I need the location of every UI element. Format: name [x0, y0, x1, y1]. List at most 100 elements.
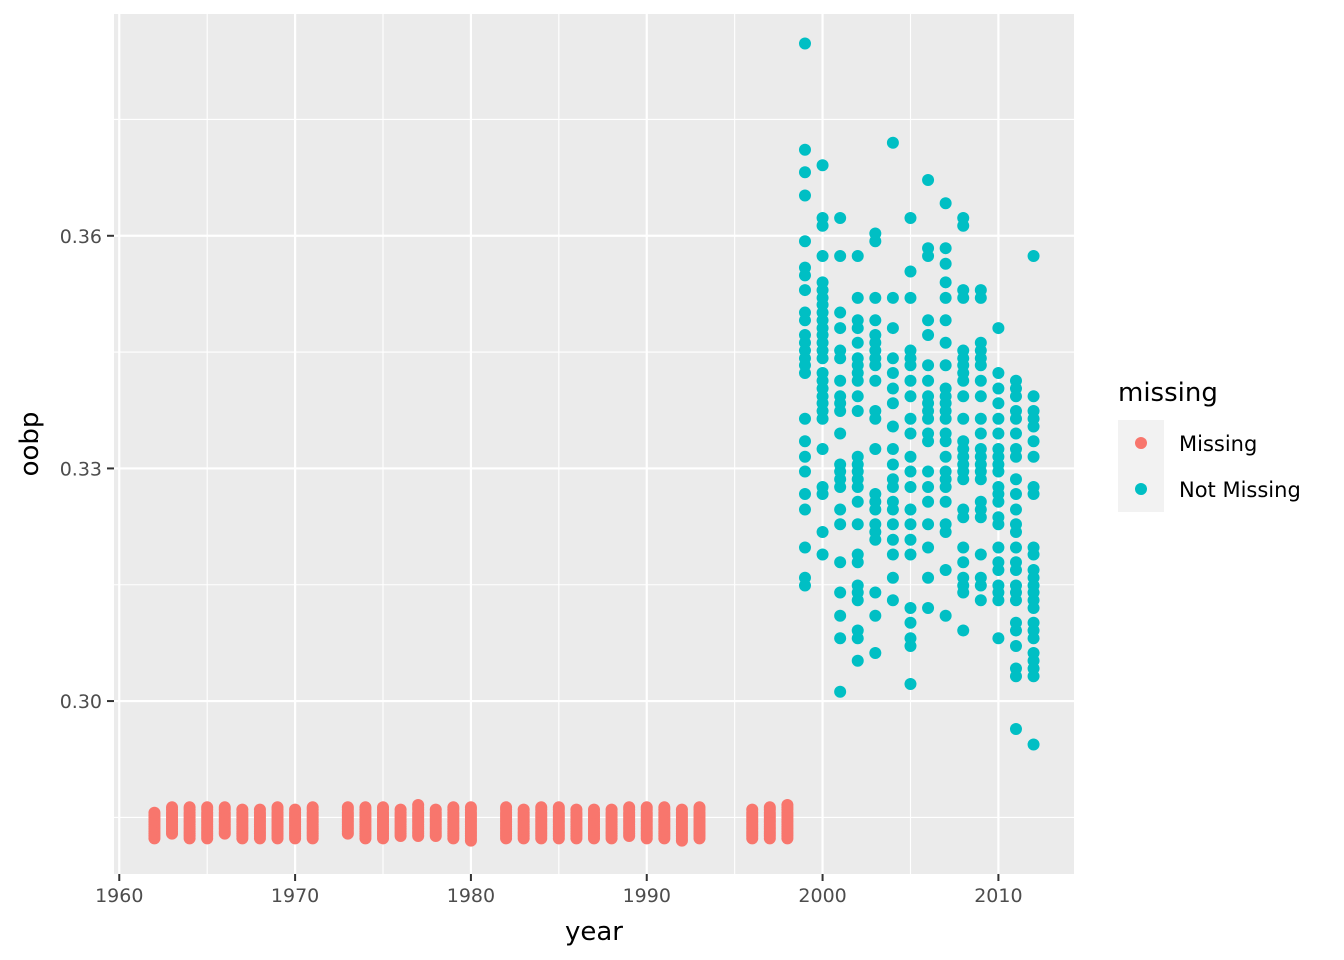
point-not-missing [1009, 640, 1022, 653]
point-not-missing [886, 481, 899, 494]
point-not-missing [904, 390, 917, 403]
point-not-missing [1009, 488, 1022, 501]
point-missing [183, 801, 196, 814]
point-not-missing [974, 511, 987, 524]
point-not-missing [904, 450, 917, 463]
point-not-missing [798, 412, 811, 425]
legend-key-missing [1135, 437, 1147, 449]
point-not-missing [957, 541, 970, 554]
point-not-missing [922, 518, 935, 531]
point-missing [447, 801, 460, 814]
point-not-missing [816, 488, 829, 501]
point-not-missing [798, 503, 811, 516]
point-missing [640, 801, 653, 814]
point-not-missing [939, 314, 952, 327]
point-not-missing [939, 412, 952, 425]
point-not-missing [851, 336, 864, 349]
point-not-missing [834, 374, 847, 387]
plot-panel [114, 14, 1074, 874]
point-not-missing [922, 465, 935, 478]
point-not-missing [957, 291, 970, 304]
point-not-missing [904, 465, 917, 478]
point-not-missing [974, 579, 987, 592]
point-not-missing [939, 291, 952, 304]
point-not-missing [1027, 738, 1040, 751]
point-not-missing [1009, 473, 1022, 486]
point-not-missing [869, 586, 882, 599]
point-not-missing [922, 249, 935, 262]
point-not-missing [1009, 412, 1022, 425]
point-not-missing [1027, 488, 1040, 501]
point-not-missing [851, 654, 864, 667]
point-not-missing [922, 173, 935, 186]
point-missing [623, 801, 636, 814]
point-not-missing [886, 518, 899, 531]
point-not-missing [1009, 450, 1022, 463]
legend-label-not-missing: Not Missing [1179, 478, 1301, 502]
point-not-missing [939, 564, 952, 577]
point-not-missing [869, 291, 882, 304]
point-not-missing [974, 291, 987, 304]
point-not-missing [886, 322, 899, 335]
point-not-missing [851, 481, 864, 494]
x-tick-label: 2010 [974, 885, 1022, 907]
point-not-missing [851, 518, 864, 531]
point-not-missing [939, 276, 952, 289]
x-tick-label: 1990 [623, 885, 671, 907]
point-not-missing [834, 427, 847, 440]
point-missing [166, 801, 179, 814]
point-not-missing [992, 397, 1005, 410]
point-not-missing [957, 511, 970, 524]
point-not-missing [798, 541, 811, 554]
point-not-missing [974, 473, 987, 486]
point-not-missing [904, 265, 917, 278]
point-missing [605, 803, 618, 816]
y-tick-label: 0.30 [60, 691, 102, 713]
point-not-missing [939, 242, 952, 255]
point-not-missing [904, 374, 917, 387]
point-not-missing [798, 314, 811, 327]
point-not-missing [922, 412, 935, 425]
point-not-missing [939, 526, 952, 539]
point-not-missing [992, 495, 1005, 508]
point-not-missing [886, 420, 899, 433]
point-not-missing [869, 503, 882, 516]
point-missing [429, 803, 442, 816]
legend-label-missing: Missing [1179, 432, 1257, 456]
point-not-missing [939, 359, 952, 372]
point-not-missing [992, 564, 1005, 577]
point-missing [253, 803, 266, 816]
point-not-missing [1027, 602, 1040, 615]
data-points [148, 37, 1040, 847]
point-not-missing [957, 390, 970, 403]
point-not-missing [851, 405, 864, 418]
point-not-missing [816, 352, 829, 365]
point-not-missing [869, 412, 882, 425]
point-not-missing [904, 481, 917, 494]
point-not-missing [974, 427, 987, 440]
point-not-missing [939, 450, 952, 463]
point-not-missing [957, 624, 970, 637]
point-not-missing [922, 435, 935, 448]
point-missing [412, 798, 425, 811]
point-not-missing [957, 556, 970, 569]
point-not-missing [922, 495, 935, 508]
x-axis: 1960 1970 1980 1990 2000 2010 [95, 874, 1023, 907]
point-missing [377, 801, 390, 814]
legend: missing Missing Not Missing [1118, 378, 1301, 512]
point-not-missing [798, 465, 811, 478]
legend-title: missing [1118, 378, 1218, 408]
point-not-missing [886, 352, 899, 365]
point-not-missing [1027, 548, 1040, 561]
point-not-missing [834, 586, 847, 599]
point-not-missing [939, 481, 952, 494]
point-missing [359, 801, 372, 814]
point-missing [201, 801, 214, 814]
point-not-missing [834, 632, 847, 645]
y-tick-label: 0.36 [60, 226, 102, 248]
point-not-missing [886, 443, 899, 456]
point-not-missing [904, 533, 917, 546]
point-not-missing [886, 136, 899, 149]
point-not-missing [904, 359, 917, 372]
y-axis-title: oobp [15, 412, 45, 477]
